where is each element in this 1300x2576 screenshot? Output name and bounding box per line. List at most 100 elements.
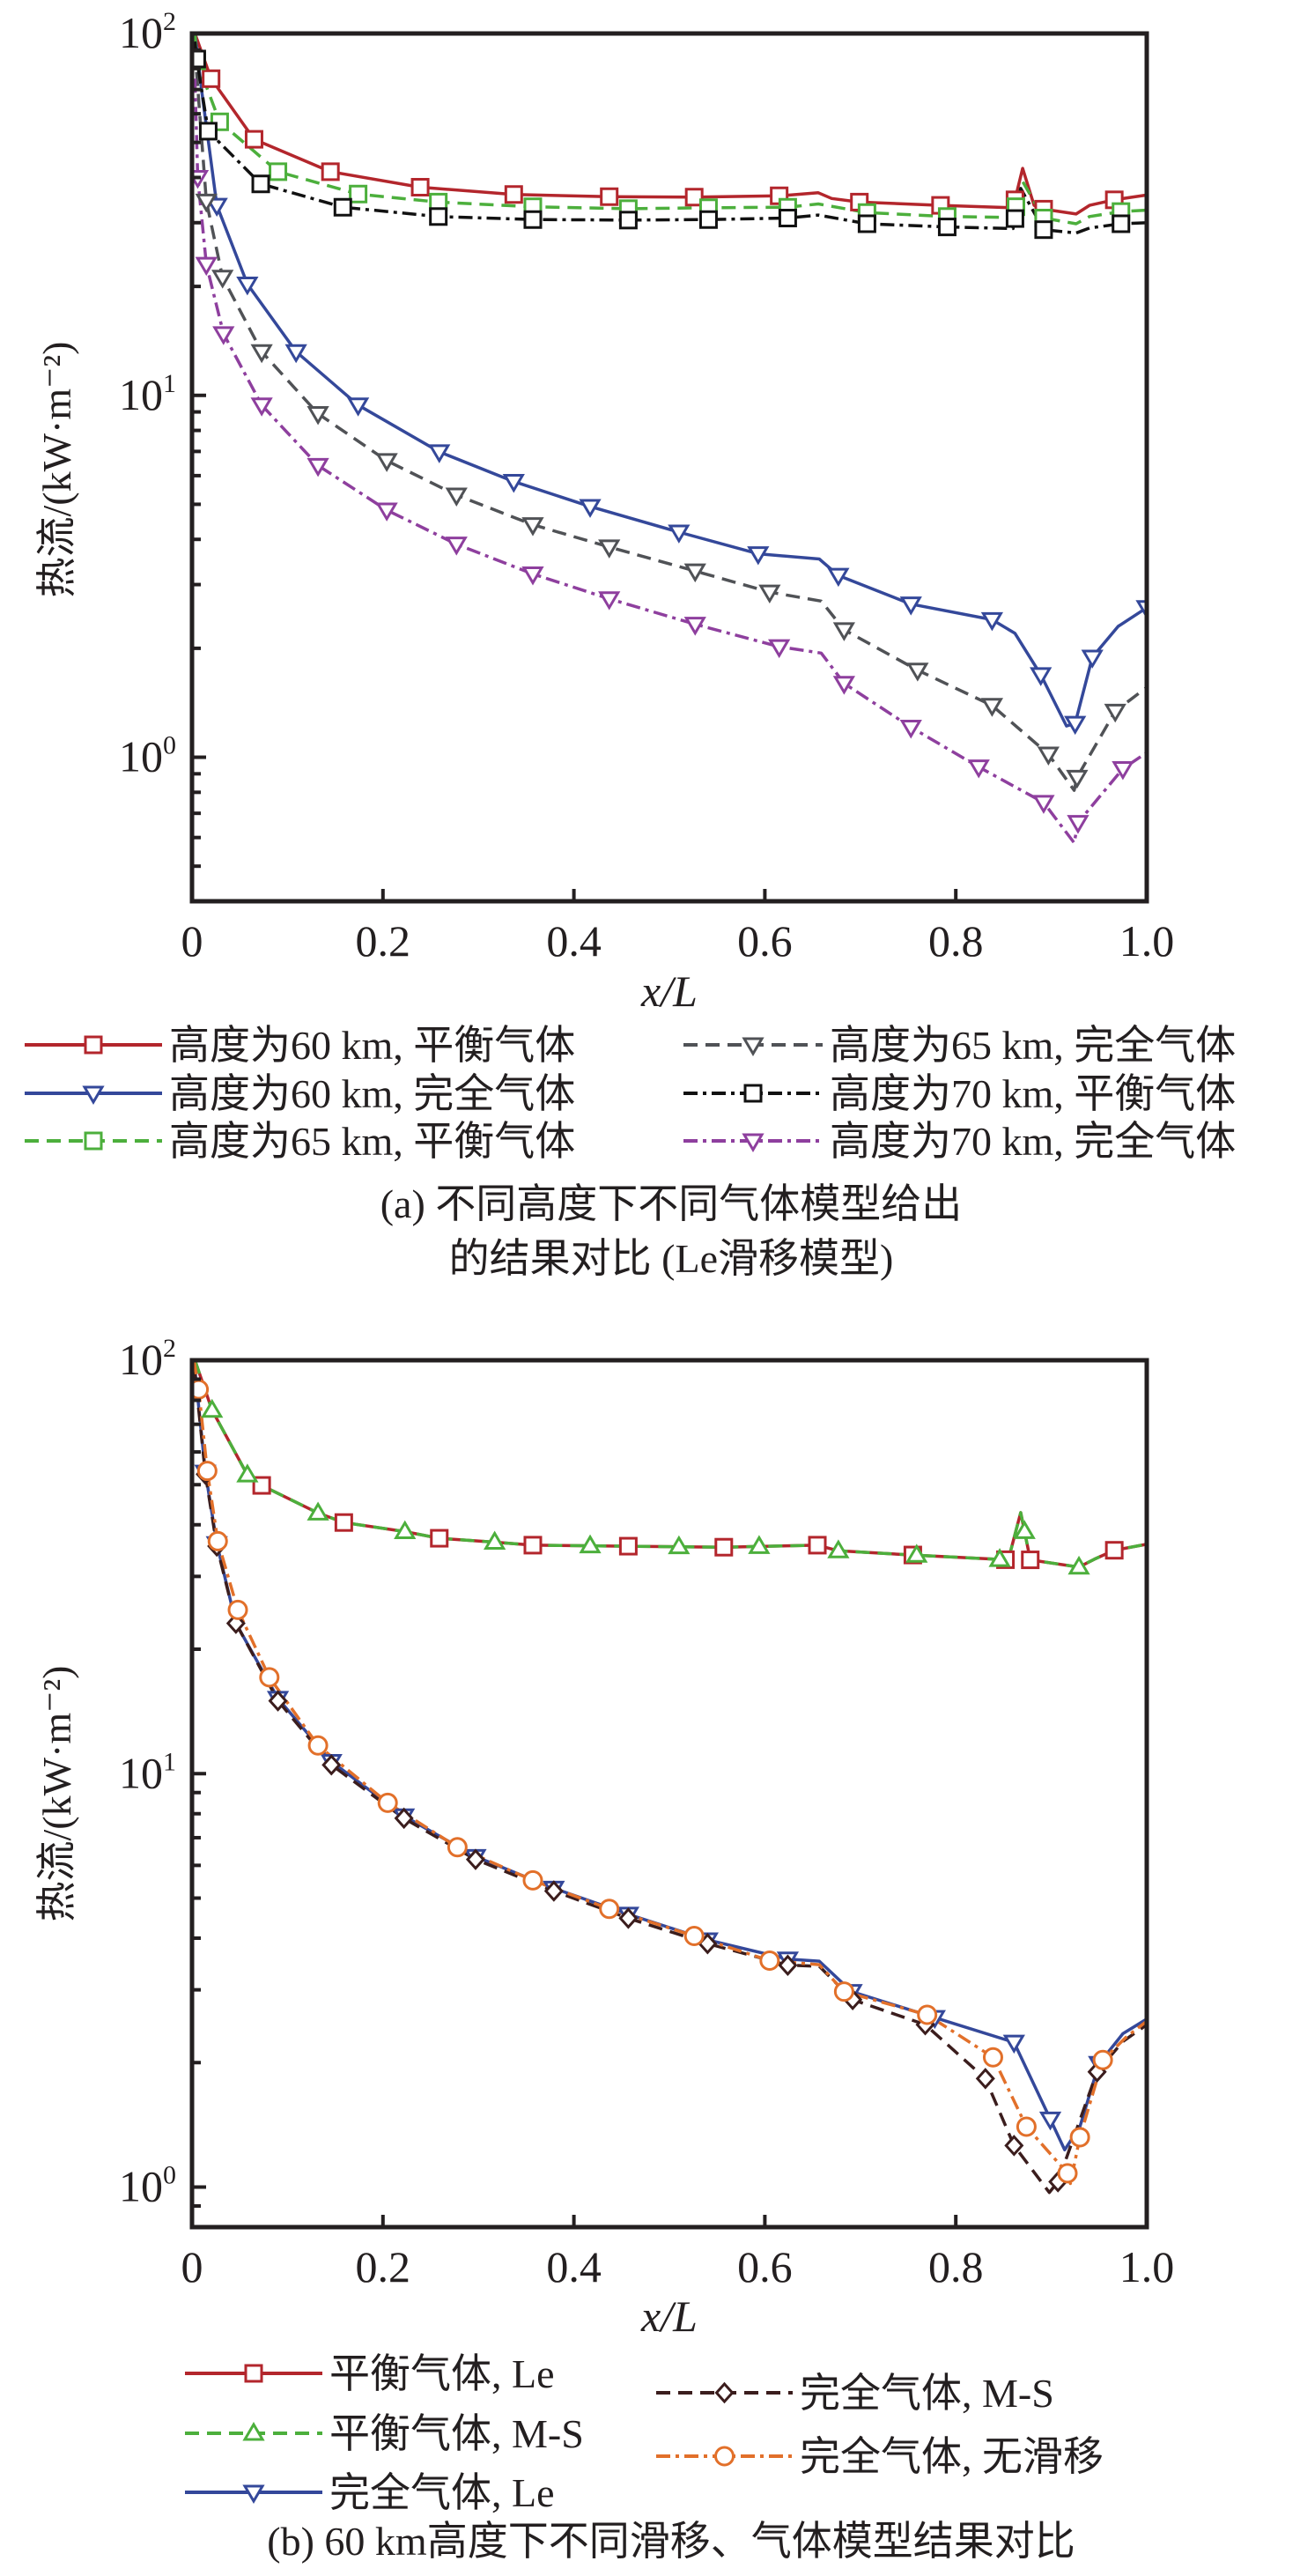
series-1-marker (502, 474, 525, 493)
x-axis-label: x/L (640, 2291, 698, 2341)
series-5-marker (307, 457, 329, 477)
series-line-1 (193, 33, 1147, 728)
series-1-marker (747, 546, 770, 566)
x-tick-label: 0.2 (356, 2242, 411, 2291)
legend-marker (242, 2422, 265, 2441)
series-line-0 (193, 1360, 1147, 1569)
legend-marker (84, 1035, 103, 1055)
series-0-marker (684, 188, 704, 207)
legend-marker (714, 2446, 735, 2467)
series-4-marker (259, 1667, 280, 1688)
series-5-marker (768, 639, 791, 659)
chart-b-caption: (b) 60 km高度下不同滑移、气体模型结果对比 (267, 2519, 1075, 2564)
y-tick-base: 10 (119, 8, 163, 57)
series-1-marker (579, 1534, 602, 1554)
series-0-marker (202, 69, 221, 88)
series-4-marker (1034, 220, 1053, 240)
series-3-marker (268, 1690, 288, 1712)
chart-a-caption-line-2: 的结果对比 (Le滑移模型) (449, 1236, 894, 1281)
series-1-marker (484, 1530, 506, 1551)
series-5-marker (899, 720, 922, 739)
series-1-marker (579, 499, 602, 518)
series-3-marker (618, 1907, 639, 1929)
y-tick-base: 10 (119, 732, 163, 781)
y-tick-base: 10 (119, 1335, 163, 1384)
legend-item: 高度为60 km, 完全气体 (25, 1071, 575, 1116)
series-4-marker (857, 214, 876, 233)
series-3-marker (975, 2068, 995, 2090)
series-1-marker (346, 397, 370, 417)
legend-item: 高度为70 km, 完全气体 (683, 1119, 1236, 1164)
series-1-marker (668, 524, 691, 544)
series-5-marker (683, 617, 706, 636)
x-tick-label: 0 (181, 916, 203, 966)
series-0-marker (410, 177, 430, 196)
series-1-marker (899, 596, 922, 616)
x-tick-label: 0.2 (356, 916, 411, 966)
x-tick-label: 0.4 (546, 916, 602, 966)
series-1-marker (1064, 715, 1087, 736)
series-4-marker (618, 211, 638, 230)
series-4-marker (198, 122, 218, 141)
series-3-marker (445, 487, 468, 507)
series-3-marker (1004, 2135, 1024, 2157)
plot-area (192, 33, 1147, 845)
y-tick-label: 100 (119, 2161, 176, 2211)
y-tick-base: 10 (119, 2162, 163, 2211)
x-tick-label: 0.6 (737, 916, 793, 966)
series-4-marker (227, 1599, 248, 1620)
y-axis-label: 热流/(kW·m⁻²) (34, 341, 79, 597)
series-5-marker (598, 591, 621, 611)
series-3-marker (465, 1848, 485, 1870)
series-4-marker (778, 209, 797, 228)
legend-item: 高度为65 km, 完全气体 (683, 1023, 1236, 1068)
series-3-marker (758, 584, 781, 604)
x-tick-label: 0 (181, 2242, 203, 2291)
legend-label: 高度为60 km, 平衡气体 (169, 1023, 575, 1068)
legend-label: 完全气体, 无滑移 (800, 2434, 1104, 2479)
legend-label: 高度为65 km, 平衡气体 (169, 1119, 575, 1164)
y-tick-exponent: 1 (163, 1747, 176, 1776)
series-3-marker (778, 1954, 798, 1976)
legend-marker (742, 1133, 764, 1152)
series-3-marker (543, 1880, 564, 1902)
legend-marker (742, 1037, 764, 1056)
axes-frame (189, 1358, 1149, 2230)
legend-item: 完全气体, 无滑移 (656, 2434, 1104, 2479)
series-2-marker (1002, 2034, 1025, 2054)
series-1-marker (236, 1463, 259, 1483)
series-0-marker (714, 1537, 734, 1557)
series-1-marker (827, 567, 850, 588)
series-1-marker (905, 1543, 928, 1563)
series-3-marker (1104, 703, 1126, 723)
legend: 平衡气体, Le 平衡气体, M-S 完全气体, Le 完全气体, M-S 完全气体, … (185, 2351, 1104, 2515)
legend-item: 高度为60 km, 平衡气体 (25, 1023, 575, 1068)
legend-item: 高度为70 km, 平衡气体 (683, 1071, 1236, 1116)
series-3-marker (683, 563, 706, 583)
series-1-marker (1030, 667, 1053, 686)
series-5-marker (375, 502, 398, 522)
legend-item: 完全气体, Le (185, 2470, 555, 2515)
series-3-marker (321, 1754, 342, 1776)
series-2-marker (349, 184, 368, 204)
series-1-marker (748, 1535, 771, 1554)
axes-frame (189, 31, 1149, 904)
x-tick-label: 0.6 (737, 2242, 793, 2291)
legend-label: 平衡气体, M-S (329, 2411, 584, 2456)
legend-item: 完全气体, M-S (656, 2371, 1054, 2416)
series-3-marker (211, 270, 234, 289)
series-3-marker (1037, 746, 1060, 766)
series-5-marker (1112, 760, 1134, 781)
series-1-marker (980, 611, 1004, 632)
legend-label: 高度为70 km, 完全气体 (830, 1119, 1236, 1164)
series-5-marker (1032, 795, 1055, 814)
y-tick-exponent: 2 (163, 7, 176, 36)
y-tick-label: 102 (119, 7, 176, 57)
series-4-marker (683, 1925, 705, 1946)
series-line-5 (193, 78, 1147, 845)
series-1-marker (1067, 1555, 1090, 1575)
series-5-marker (250, 397, 273, 417)
x-axis-label: x/L (640, 966, 698, 1016)
